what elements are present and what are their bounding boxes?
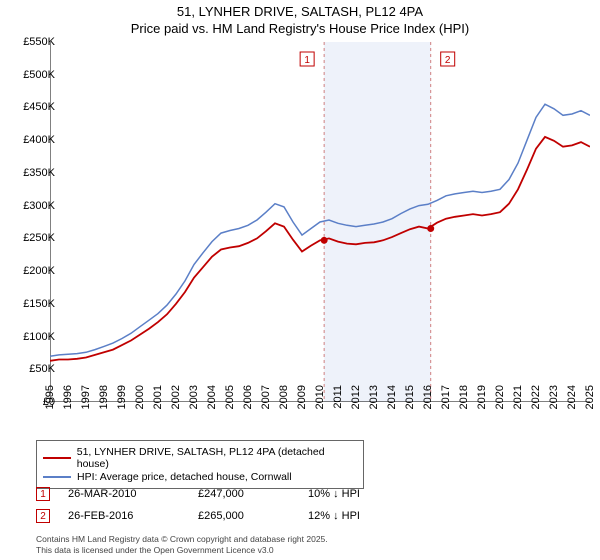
x-tick-label: 2014 [386,385,398,425]
footer-line-1: Contains HM Land Registry data © Crown c… [36,534,328,545]
footer-line-2: This data is licensed under the Open Gov… [36,545,328,556]
y-tick-label: £250K [11,232,55,244]
y-tick-label: £200K [11,265,55,277]
x-tick-label: 2025 [584,385,596,425]
y-tick-label: £300K [11,200,55,212]
x-tick-label: 2016 [422,385,434,425]
sale-row-2: 2 26-FEB-2016 £265,000 12% ↓ HPI [36,509,408,523]
sale-row-1: 1 26-MAR-2010 £247,000 10% ↓ HPI [36,487,408,501]
title-line-2: Price paid vs. HM Land Registry's House … [0,21,600,36]
x-tick-label: 2010 [314,385,326,425]
x-tick-label: 1996 [62,385,74,425]
y-tick-label: £500K [11,69,55,81]
sale-delta-1: 10% ↓ HPI [308,488,408,500]
y-tick-label: £350K [11,167,55,179]
x-tick-label: 1997 [80,385,92,425]
svg-text:2: 2 [445,55,451,66]
x-tick-label: 2012 [350,385,362,425]
x-tick-label: 2024 [566,385,578,425]
x-tick-label: 2004 [206,385,218,425]
svg-text:1: 1 [304,55,310,66]
x-tick-label: 2022 [530,385,542,425]
title-block: 51, LYNHER DRIVE, SALTASH, PL12 4PA Pric… [0,0,600,36]
sale-marker-1-icon: 1 [36,487,50,501]
x-tick-label: 2013 [368,385,380,425]
chart-container: 51, LYNHER DRIVE, SALTASH, PL12 4PA Pric… [0,0,600,560]
sale-price-2: £265,000 [198,510,308,522]
legend-label-price: 51, LYNHER DRIVE, SALTASH, PL12 4PA (det… [77,446,357,470]
sale-date-1: 26-MAR-2010 [68,488,198,500]
y-tick-label: £550K [11,36,55,48]
legend-label-hpi: HPI: Average price, detached house, Corn… [77,471,292,483]
x-tick-label: 1995 [44,385,56,425]
x-tick-label: 2011 [332,385,344,425]
x-tick-label: 2001 [152,385,164,425]
x-tick-label: 2023 [548,385,560,425]
x-tick-label: 2018 [458,385,470,425]
x-tick-label: 2021 [512,385,524,425]
legend-row-price: 51, LYNHER DRIVE, SALTASH, PL12 4PA (det… [43,446,357,470]
x-tick-label: 2009 [296,385,308,425]
x-tick-label: 2000 [134,385,146,425]
x-tick-label: 2019 [476,385,488,425]
y-tick-label: £450K [11,101,55,113]
x-tick-label: 2003 [188,385,200,425]
x-tick-label: 2015 [404,385,416,425]
sale-delta-2: 12% ↓ HPI [308,510,408,522]
y-tick-label: £150K [11,298,55,310]
legend-swatch-hpi [43,476,71,478]
footer: Contains HM Land Registry data © Crown c… [36,534,328,555]
x-tick-label: 2006 [242,385,254,425]
legend-swatch-price [43,457,71,459]
title-line-1: 51, LYNHER DRIVE, SALTASH, PL12 4PA [0,4,600,19]
x-tick-label: 1999 [116,385,128,425]
sale-marker-2-icon: 2 [36,509,50,523]
x-tick-label: 2002 [170,385,182,425]
x-tick-label: 2017 [440,385,452,425]
legend-row-hpi: HPI: Average price, detached house, Corn… [43,471,357,483]
y-tick-label: £400K [11,134,55,146]
chart-svg: 12 [50,42,590,402]
y-tick-label: £50K [11,363,55,375]
sale-date-2: 26-FEB-2016 [68,510,198,522]
x-tick-label: 2008 [278,385,290,425]
x-tick-label: 2005 [224,385,236,425]
legend: 51, LYNHER DRIVE, SALTASH, PL12 4PA (det… [36,440,364,489]
y-tick-label: £100K [11,331,55,343]
x-tick-label: 2007 [260,385,272,425]
x-tick-label: 1998 [98,385,110,425]
sale-price-1: £247,000 [198,488,308,500]
chart-area: 12 [50,42,590,402]
x-tick-label: 2020 [494,385,506,425]
